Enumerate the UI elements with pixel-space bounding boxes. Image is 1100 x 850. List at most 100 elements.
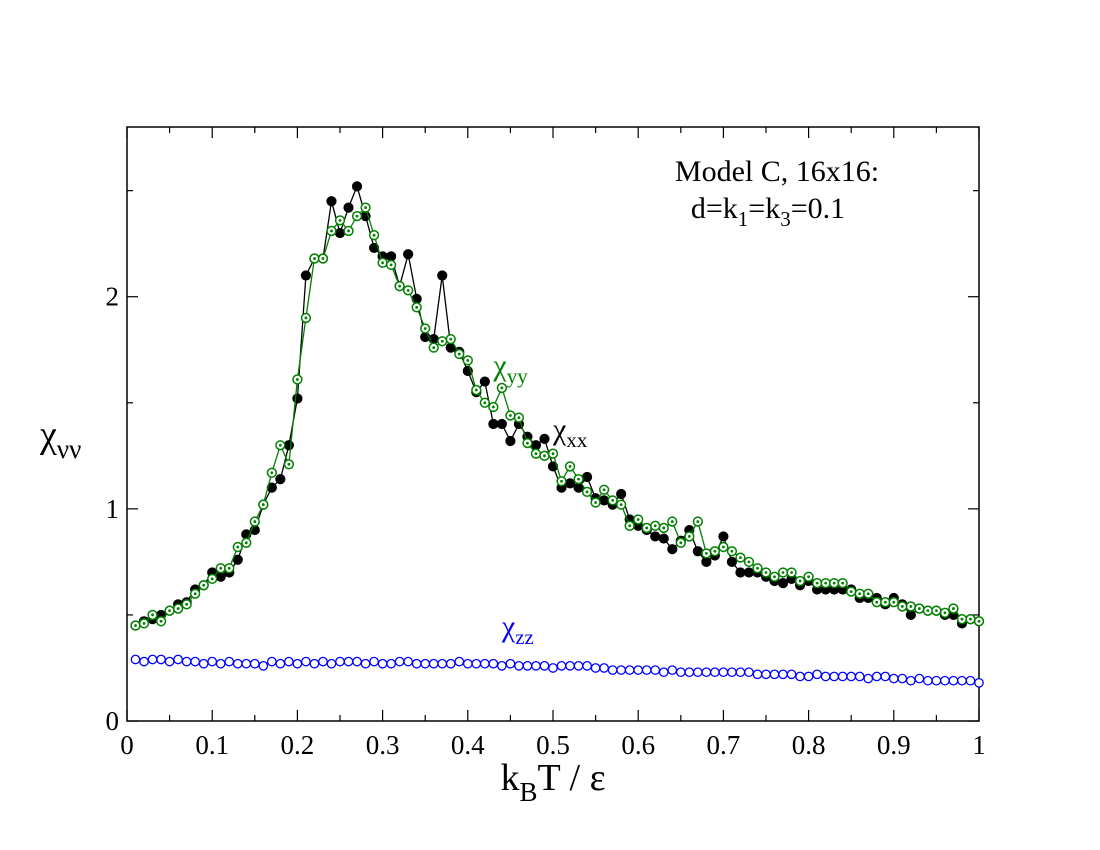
data-point-zz bbox=[462, 658, 473, 669]
data-point-dot-yy bbox=[815, 581, 819, 585]
data-point-dot-yy bbox=[611, 498, 615, 502]
data-point-dot-yy bbox=[296, 378, 299, 381]
data-point-xx bbox=[616, 488, 627, 500]
data-point-xx bbox=[530, 440, 542, 451]
data-point-zz bbox=[897, 673, 908, 684]
data-point-zz bbox=[778, 669, 788, 680]
data-point-dot-yy bbox=[841, 581, 845, 585]
data-point-zz bbox=[701, 667, 712, 678]
data-point-zz bbox=[914, 673, 925, 684]
data-point-zz bbox=[761, 669, 771, 680]
data-point-zz bbox=[786, 669, 797, 680]
data-point-dot-yy bbox=[722, 545, 725, 549]
data-point-dot-yy bbox=[602, 488, 606, 492]
data-point-dot-yy bbox=[764, 571, 768, 574]
x-tick-label: 0.5 bbox=[536, 730, 570, 760]
data-point-zz bbox=[428, 658, 439, 669]
x-tick-label: 0.3 bbox=[366, 730, 400, 760]
data-point-zz bbox=[752, 669, 763, 680]
data-point-zz bbox=[582, 660, 592, 671]
data-point-dot-yy bbox=[824, 581, 828, 585]
data-point-xx bbox=[334, 227, 346, 239]
data-point-zz bbox=[624, 665, 635, 675]
data-point-zz bbox=[130, 654, 141, 665]
data-point-zz bbox=[241, 658, 252, 669]
data-point-zz bbox=[249, 658, 260, 669]
data-point-zz bbox=[292, 658, 303, 669]
data-point-zz bbox=[207, 656, 218, 667]
data-point-zz bbox=[556, 660, 567, 671]
data-point-zz bbox=[266, 656, 277, 667]
data-point-dot-yy bbox=[730, 549, 734, 553]
data-point-zz bbox=[224, 656, 235, 667]
data-point-dot-yy bbox=[866, 592, 870, 596]
data-point-zz bbox=[377, 658, 388, 669]
data-point-dot-yy bbox=[355, 214, 359, 218]
data-point-zz bbox=[803, 671, 814, 682]
data-point-dot-yy bbox=[244, 541, 248, 545]
data-point-dot-yy bbox=[875, 600, 879, 604]
data-point-zz bbox=[190, 656, 201, 667]
data-point-dot-yy bbox=[227, 566, 231, 570]
data-point-dot-yy bbox=[892, 600, 896, 604]
data-point-xx bbox=[437, 270, 448, 281]
data-point-zz bbox=[880, 671, 891, 682]
data-point-zz bbox=[948, 675, 959, 686]
y-tick-label: 0 bbox=[106, 706, 120, 736]
data-point-xx bbox=[599, 495, 610, 506]
data-point-zz bbox=[488, 658, 499, 669]
data-point-xx bbox=[326, 196, 337, 207]
data-point-xx bbox=[743, 567, 755, 578]
x-axis-label: kBT / ε bbox=[500, 757, 605, 807]
data-point-dot-yy bbox=[193, 592, 197, 596]
data-point-dot-yy bbox=[483, 401, 487, 405]
series-xx bbox=[130, 181, 985, 631]
data-point-zz bbox=[343, 656, 354, 667]
data-point-dot-yy bbox=[278, 443, 282, 447]
data-point-dot-yy bbox=[756, 566, 759, 570]
data-point-xx bbox=[701, 556, 712, 567]
data-point-dot-yy bbox=[594, 501, 597, 504]
data-point-dot-yy bbox=[773, 575, 776, 579]
data-point-dot-yy bbox=[679, 541, 683, 545]
data-point-zz bbox=[284, 656, 294, 667]
data-point-dot-yy bbox=[960, 617, 964, 621]
data-point-dot-yy bbox=[704, 552, 708, 555]
data-point-xx bbox=[496, 418, 507, 430]
data-point-dot-yy bbox=[909, 605, 913, 608]
data-point-dot-yy bbox=[398, 284, 402, 288]
data-point-zz bbox=[871, 671, 882, 682]
data-point-dot-yy bbox=[917, 607, 921, 610]
data-point-zz bbox=[318, 656, 328, 667]
data-point-dot-yy bbox=[747, 560, 751, 564]
data-point-zz bbox=[710, 667, 720, 678]
data-point-dot-yy bbox=[653, 524, 657, 528]
data-point-dot-yy bbox=[381, 261, 384, 265]
data-point-dot-yy bbox=[628, 524, 632, 528]
data-point-xx bbox=[692, 546, 703, 557]
data-point-zz bbox=[599, 663, 609, 673]
data-point-dot-yy bbox=[500, 386, 504, 390]
data-point-dot-yy bbox=[270, 471, 274, 475]
data-point-zz bbox=[403, 656, 414, 667]
data-point-dot-yy bbox=[790, 571, 793, 574]
data-point-dot-yy bbox=[457, 352, 461, 356]
data-point-dot-yy bbox=[952, 607, 955, 610]
data-point-dot-yy bbox=[236, 545, 240, 549]
data-point-zz bbox=[445, 658, 456, 669]
data-point-xx bbox=[718, 531, 729, 542]
data-point-dot-yy bbox=[321, 257, 325, 260]
data-point-zz bbox=[258, 660, 269, 671]
data-point-zz bbox=[727, 667, 737, 678]
data-point-dot-yy bbox=[798, 579, 802, 583]
x-tick-label: 0.8 bbox=[792, 730, 826, 760]
data-point-xx bbox=[650, 531, 661, 542]
data-point-dot-yy bbox=[151, 613, 154, 617]
data-point-dot-yy bbox=[168, 609, 172, 613]
data-point-zz bbox=[795, 671, 805, 682]
data-point-dot-yy bbox=[338, 218, 342, 222]
data-point-zz bbox=[156, 654, 166, 665]
x-tick-label: 0.4 bbox=[451, 730, 485, 760]
data-point-zz bbox=[411, 658, 422, 669]
